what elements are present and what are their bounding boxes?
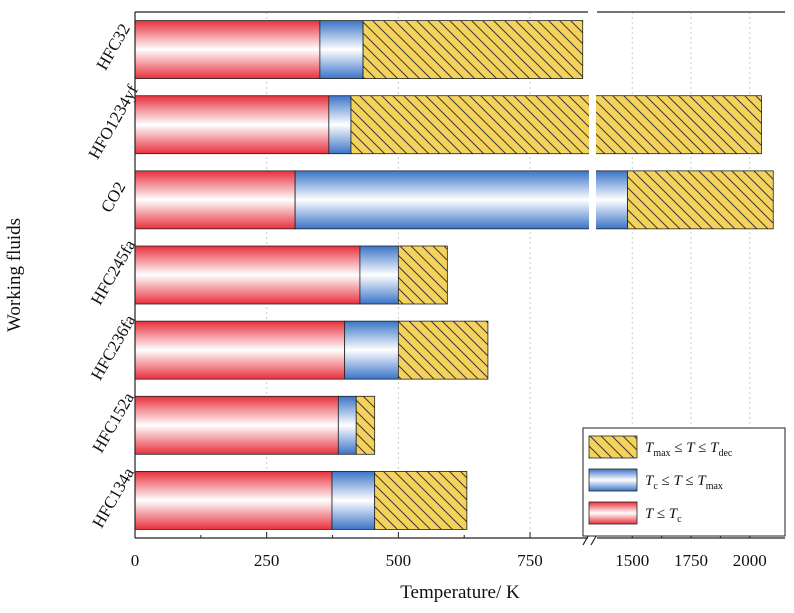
legend-swatch bbox=[588, 501, 638, 525]
legend-swatch bbox=[588, 468, 638, 492]
category-label: CO2 bbox=[97, 178, 130, 215]
bar-hfc134a-seg0 bbox=[134, 471, 333, 530]
x-tick-label: 1750 bbox=[674, 551, 708, 570]
category-label: HFC152a bbox=[88, 389, 138, 456]
category-label: HFC236fa bbox=[87, 311, 140, 383]
bar-hfo1234yf-seg0 bbox=[134, 95, 330, 155]
bar-hfc245fa-seg1 bbox=[359, 245, 399, 305]
bar-hfc245fa-seg2 bbox=[397, 245, 448, 305]
bar-hfc152a-seg2 bbox=[355, 395, 376, 455]
x-axis-title: Temperature/ K bbox=[400, 582, 520, 603]
bar-co2-seg2 bbox=[627, 170, 774, 230]
category-label: HFO1234yf bbox=[84, 81, 142, 162]
bar-hfc236fa-seg2 bbox=[397, 320, 489, 380]
bar-co2-seg1 bbox=[294, 170, 628, 230]
bar-hfc134a-seg1 bbox=[331, 471, 376, 530]
bar-hfc32-seg2 bbox=[362, 20, 584, 79]
legend-label: T ≤ Tc bbox=[645, 506, 682, 525]
bar-hfc152a-seg1 bbox=[337, 395, 357, 455]
bar-hfc32-seg1 bbox=[319, 20, 364, 79]
x-tick-label: 1500 bbox=[615, 551, 649, 570]
category-label: HFC32 bbox=[92, 20, 133, 73]
y-axis-title: Working fluids bbox=[4, 218, 25, 332]
axis-break-gap bbox=[589, 10, 596, 538]
category-label: HFC245fa bbox=[87, 236, 140, 308]
x-tick-label: 500 bbox=[386, 551, 412, 570]
bar-hfo1234yf-seg1 bbox=[328, 95, 352, 155]
bars bbox=[134, 10, 774, 538]
legend-label: Tmax ≤ T ≤ Tdec bbox=[645, 440, 733, 459]
legend-swatch bbox=[588, 435, 638, 459]
bar-co2-seg0 bbox=[134, 170, 296, 230]
bar-hfc32-seg0 bbox=[134, 20, 321, 79]
bar-hfc236fa-seg0 bbox=[134, 320, 346, 380]
bar-hfc134a-seg2 bbox=[374, 471, 468, 530]
x-tick-label: 250 bbox=[254, 551, 280, 570]
x-tick-label: 2000 bbox=[733, 551, 767, 570]
legend: Tmax ≤ T ≤ Tdec Tc ≤ T ≤ Tmax T ≤ Tc bbox=[582, 427, 786, 537]
bar-hfc245fa-seg0 bbox=[134, 245, 361, 305]
x-tick-label: 0 bbox=[131, 551, 140, 570]
bar-hfc236fa-seg1 bbox=[344, 320, 399, 380]
legend-label: Tc ≤ T ≤ Tmax bbox=[645, 473, 723, 492]
x-tick-label: 750 bbox=[517, 551, 543, 570]
bar-hfc152a-seg0 bbox=[134, 395, 339, 455]
category-label: HFC134a bbox=[88, 464, 138, 531]
bar-hfo1234yf-seg2 bbox=[350, 95, 762, 155]
